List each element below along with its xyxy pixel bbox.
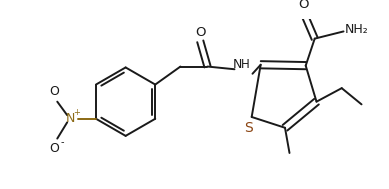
Text: N: N: [66, 112, 75, 125]
Text: S: S: [245, 121, 253, 135]
Text: H: H: [241, 58, 250, 71]
Text: O: O: [50, 85, 60, 98]
Text: N: N: [233, 58, 242, 71]
Text: NH₂: NH₂: [344, 23, 368, 36]
Text: O: O: [299, 0, 309, 11]
Text: -: -: [60, 137, 63, 147]
Text: +: +: [74, 108, 81, 117]
Text: O: O: [195, 26, 205, 39]
Text: O: O: [50, 142, 60, 155]
